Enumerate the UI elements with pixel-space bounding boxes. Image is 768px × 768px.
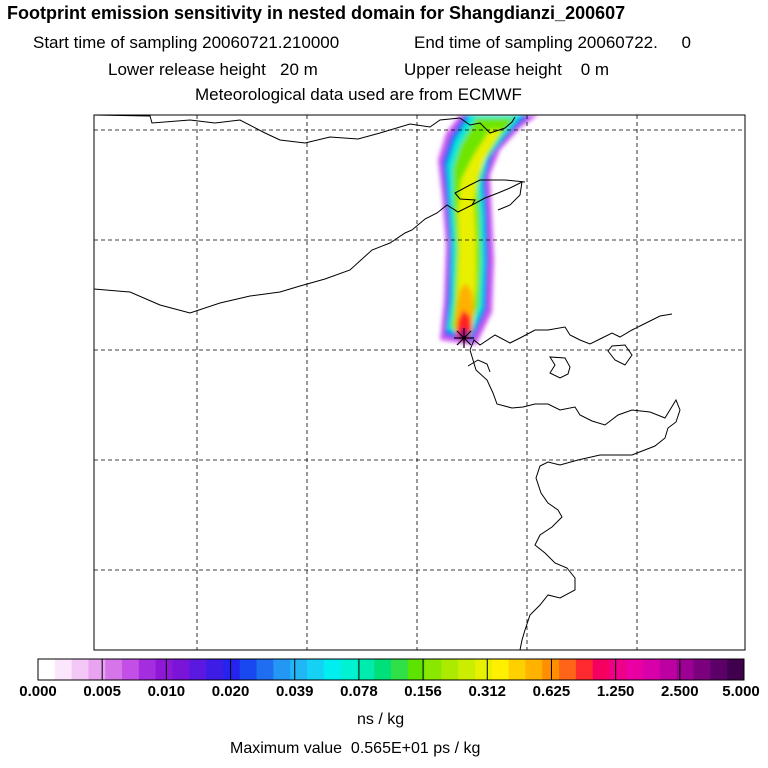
emission-sensitivity-plume	[438, 115, 538, 345]
colorbar-units: ns / kg	[357, 711, 405, 728]
colorbar-swatch	[38, 659, 56, 680]
end-sampling-label: End time of sampling 20060722. 0	[414, 33, 691, 52]
colorbar-swatch	[172, 659, 190, 680]
colorbar-swatch	[54, 659, 73, 680]
colorbar-swatches	[38, 659, 745, 680]
colorbar-swatch	[475, 659, 493, 680]
map-frame	[93, 114, 746, 651]
lower-release-label: Lower release height 20 m	[108, 60, 318, 79]
colorbar-tick-label: 1.250	[596, 683, 635, 700]
colorbar-swatch	[441, 659, 459, 680]
colorbar-swatch	[357, 659, 375, 680]
upper-release-label: Upper release height 0 m	[404, 60, 610, 79]
colorbar-swatch	[155, 659, 173, 680]
met-source-label: Meteorological data used are from ECMWF	[195, 85, 522, 104]
colorbar-swatch	[239, 659, 258, 680]
colorbar-tick-label: 0.156	[404, 683, 442, 700]
colorbar-swatch	[693, 659, 711, 680]
maximum-value-label: Maximum value 0.565E+01 ps / kg	[230, 740, 481, 757]
plume-yellow	[455, 130, 502, 326]
colorbar-swatch	[525, 659, 543, 680]
colorbar-tick-label: 0.312	[468, 683, 507, 700]
colorbar-swatch	[323, 659, 342, 680]
colorbar-swatch	[424, 659, 442, 680]
colorbar-swatch	[508, 659, 526, 680]
colorbar-tick-label: 2.500	[661, 683, 699, 700]
colorbar-frame	[37, 658, 745, 681]
plume-red	[456, 310, 472, 340]
colorbar-tick-label: 0.625	[532, 683, 571, 700]
colorbar-tick-label: 0.010	[147, 683, 186, 700]
colorbar-swatch	[374, 659, 392, 680]
colorbar-swatch	[206, 659, 224, 680]
borders-coastlines	[94, 115, 681, 650]
colorbar-swatch	[273, 659, 291, 680]
colorbar-swatch	[626, 659, 644, 680]
star-marker	[454, 328, 474, 348]
colorbar-swatch	[88, 659, 106, 680]
colorbar-swatch	[105, 659, 123, 680]
colorbar-swatch	[592, 659, 611, 680]
colorbar-swatch	[559, 659, 577, 680]
colorbar-swatch	[122, 659, 140, 680]
colorbar-tick-label: 0.039	[275, 683, 314, 700]
colorbar-swatch	[727, 659, 745, 680]
lat-lon-grid	[94, 115, 745, 650]
colorbar-swatch	[290, 659, 308, 680]
colorbar-swatch	[391, 659, 409, 680]
colorbar-swatch	[659, 659, 678, 680]
colorbar-swatch	[491, 659, 510, 680]
colorbar-tick-label: 0.020	[211, 683, 250, 700]
colorbar-swatch	[340, 659, 358, 680]
colorbar-swatch	[138, 659, 157, 680]
colorbar-tick-label: 0.005	[83, 683, 121, 700]
colorbar-swatch	[256, 659, 274, 680]
colorbar-swatch	[458, 659, 476, 680]
colorbar-swatch	[575, 659, 594, 680]
colorbar-swatch	[676, 659, 695, 680]
start-sampling-label: Start time of sampling 20060721.210000	[33, 33, 340, 52]
plot-title: Footprint emission sensitivity in nested…	[7, 3, 626, 23]
colorbar-swatch	[407, 659, 426, 680]
colorbar-swatch	[189, 659, 207, 680]
colorbar-tick-label: 0.078	[340, 683, 378, 700]
colorbar-swatch	[71, 659, 89, 680]
colorbar-swatch	[643, 659, 661, 680]
colorbar-swatch	[710, 659, 728, 680]
colorbar-swatch	[542, 659, 560, 680]
colorbar-swatch	[306, 659, 325, 680]
colorbar-swatch	[222, 659, 241, 680]
colorbar-tick-label: 5.000	[722, 683, 760, 700]
colorbar-tick-label: 0.000	[19, 683, 57, 700]
colorbar-swatch	[609, 659, 627, 680]
